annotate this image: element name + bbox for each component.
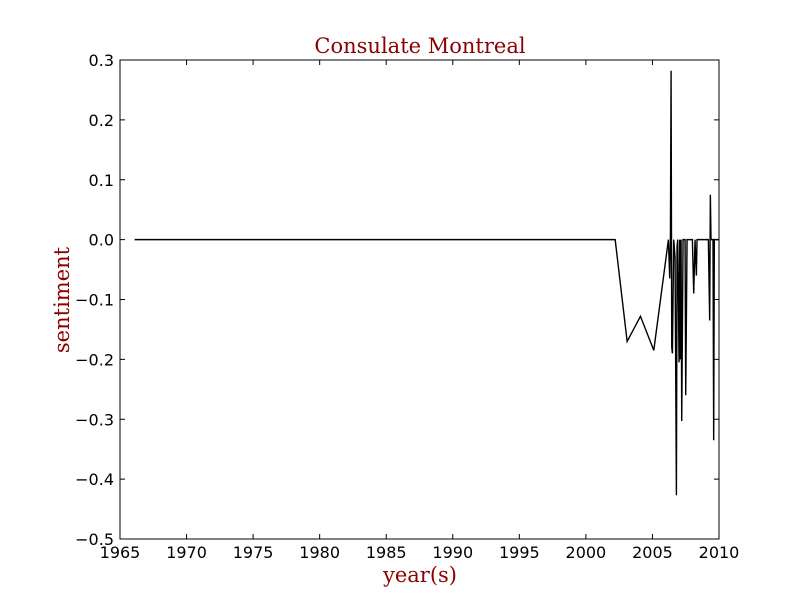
- y-tick-label: −0.4: [75, 470, 114, 489]
- y-axis-label: sentiment: [50, 246, 74, 353]
- series-line: [134, 70, 719, 496]
- y-tick-label: 0.0: [89, 231, 114, 250]
- x-tick-label: 1975: [233, 543, 274, 562]
- x-tick-label: 1995: [499, 543, 540, 562]
- x-tick-label: 1970: [166, 543, 207, 562]
- x-tick-label: 2010: [699, 543, 740, 562]
- x-tick-label: 2000: [566, 543, 607, 562]
- x-tick-label: 1985: [366, 543, 407, 562]
- y-tick-label: 0.2: [89, 111, 114, 130]
- chart-title: Consulate Montreal: [314, 34, 525, 58]
- y-tick-label: 0.1: [89, 171, 114, 190]
- plot-area: 1965 1970 1975 1980 1985 1990 1995 2000 2005 2010…: [75, 51, 739, 562]
- x-tick-label: 1965: [100, 543, 141, 562]
- x-tick-label: 2005: [632, 543, 673, 562]
- plot-frame: [119, 59, 720, 540]
- x-tick-label: 1980: [299, 543, 340, 562]
- y-tick-label: −0.1: [75, 291, 114, 310]
- y-tick-label: 0.3: [89, 51, 114, 70]
- y-tick-label: −0.5: [75, 530, 114, 549]
- x-axis-label: year(s): [382, 563, 457, 587]
- x-tick-label: 1990: [432, 543, 473, 562]
- y-tick-label: −0.3: [75, 410, 114, 429]
- y-tick-label: −0.2: [75, 350, 114, 369]
